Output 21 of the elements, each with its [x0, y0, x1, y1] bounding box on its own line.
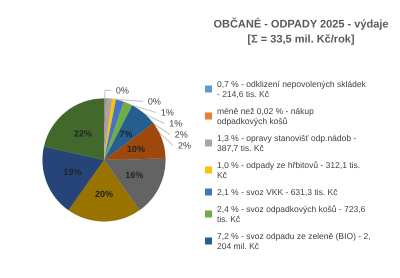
- legend-label: 7,2 % - svoz odpadu ze zeleně (BIO) - 2,204 mil. Kč: [217, 231, 371, 251]
- data-label: 1%: [169, 118, 182, 128]
- data-label: 20%: [94, 188, 114, 199]
- legend-label: 1,3 % - opravy stanovišť odp.nádob - 387,7 tis. Kč: [217, 133, 359, 153]
- data-label: 16%: [125, 170, 144, 180]
- legend-label: 1,0 % - odpady ze hřbitovů - 312,1 tis. Kč: [217, 160, 363, 180]
- data-label: 10%: [126, 144, 145, 154]
- data-label: 19%: [63, 167, 82, 178]
- legend-label: méně než 0,02 % - nákup odpadkových košů: [217, 106, 316, 126]
- legend-label: 2,1 % - svoz VKK - 631,3 tis. Kč: [217, 187, 338, 197]
- data-label: 22%: [74, 128, 92, 139]
- data-label: 7%: [119, 129, 132, 140]
- data-label: 2%: [178, 140, 192, 150]
- data-label: 1%: [160, 107, 174, 118]
- legend-label: 0,7 % - odklizení nepovolených skládek - 214,6 tis. Kč: [217, 79, 368, 99]
- data-label: 2%: [174, 129, 188, 140]
- chart-title: OBČANÉ - ODPADY 2025 - výdaje: [213, 18, 389, 30]
- data-label: 0%: [148, 96, 161, 106]
- chart-subtitle: [Σ = 33,5 mil. Kč/rok]: [247, 34, 355, 46]
- data-label: 0%: [116, 85, 129, 96]
- legend-label: 2,4 % - svoz odpadkových košů - 723,6 tis. Kč: [217, 204, 368, 224]
